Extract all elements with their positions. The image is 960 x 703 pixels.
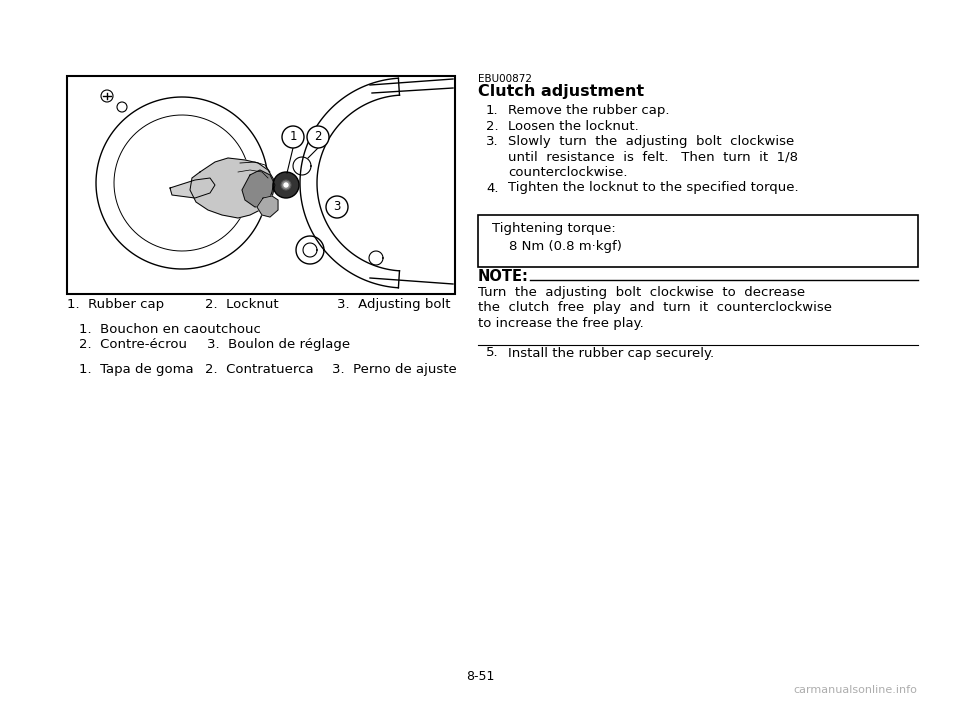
Circle shape bbox=[326, 196, 348, 218]
Text: 3: 3 bbox=[333, 200, 341, 214]
Circle shape bbox=[117, 102, 127, 112]
Text: 2.  Contre-écrou: 2. Contre-écrou bbox=[79, 338, 187, 351]
Text: 3.  Boulon de réglage: 3. Boulon de réglage bbox=[207, 338, 350, 351]
Text: to increase the free play.: to increase the free play. bbox=[478, 317, 644, 330]
Circle shape bbox=[284, 183, 288, 187]
Text: 2.: 2. bbox=[486, 120, 498, 132]
Circle shape bbox=[282, 126, 304, 148]
Text: 8 Nm (0.8 m·kgf): 8 Nm (0.8 m·kgf) bbox=[492, 240, 622, 253]
Text: 2.  Locknut: 2. Locknut bbox=[205, 298, 278, 311]
Text: Tighten the locknut to the specified torque.: Tighten the locknut to the specified tor… bbox=[508, 181, 799, 195]
Text: 8-51: 8-51 bbox=[466, 669, 494, 683]
Text: Clutch adjustment: Clutch adjustment bbox=[478, 84, 644, 99]
Text: the  clutch  free  play  and  turn  it  counterclockwise: the clutch free play and turn it counter… bbox=[478, 302, 832, 314]
Polygon shape bbox=[170, 178, 215, 198]
Circle shape bbox=[101, 90, 113, 102]
Text: Turn  the  adjusting  bolt  clockwise  to  decrease: Turn the adjusting bolt clockwise to dec… bbox=[478, 286, 805, 299]
Text: 1.  Rubber cap: 1. Rubber cap bbox=[67, 298, 164, 311]
Text: 1.: 1. bbox=[486, 104, 498, 117]
Text: 3.  Perno de ajuste: 3. Perno de ajuste bbox=[332, 363, 457, 376]
Text: counterclockwise.: counterclockwise. bbox=[508, 166, 628, 179]
Text: 1: 1 bbox=[289, 131, 297, 143]
Circle shape bbox=[307, 126, 329, 148]
Text: EBU00872: EBU00872 bbox=[478, 74, 532, 84]
Bar bbox=[478, 215, 918, 267]
Text: Loosen the locknut.: Loosen the locknut. bbox=[508, 120, 638, 132]
Text: 4.: 4. bbox=[486, 181, 498, 195]
Text: 1.  Tapa de goma: 1. Tapa de goma bbox=[79, 363, 194, 376]
Bar bbox=[67, 76, 455, 294]
Text: 5.: 5. bbox=[486, 347, 498, 359]
Text: 2.  Contratuerca: 2. Contratuerca bbox=[205, 363, 314, 376]
Text: Slowly  turn  the  adjusting  bolt  clockwise: Slowly turn the adjusting bolt clockwise bbox=[508, 135, 794, 148]
Polygon shape bbox=[242, 170, 275, 207]
Text: Install the rubber cap securely.: Install the rubber cap securely. bbox=[508, 347, 714, 359]
Text: 3.  Adjusting bolt: 3. Adjusting bolt bbox=[337, 298, 450, 311]
Text: 2: 2 bbox=[314, 131, 322, 143]
Text: carmanualsonline.info: carmanualsonline.info bbox=[793, 685, 917, 695]
Text: 1.  Bouchon en caoutchouc: 1. Bouchon en caoutchouc bbox=[79, 323, 261, 336]
Circle shape bbox=[281, 180, 291, 190]
Polygon shape bbox=[190, 158, 274, 218]
Text: until  resistance  is  felt.   Then  turn  it  1/8: until resistance is felt. Then turn it 1… bbox=[508, 150, 798, 164]
Text: Tightening torque:: Tightening torque: bbox=[492, 222, 615, 235]
Polygon shape bbox=[257, 196, 278, 217]
Text: NOTE:: NOTE: bbox=[478, 269, 529, 284]
Text: Remove the rubber cap.: Remove the rubber cap. bbox=[508, 104, 669, 117]
Text: 3.: 3. bbox=[486, 135, 498, 148]
Circle shape bbox=[273, 172, 299, 198]
